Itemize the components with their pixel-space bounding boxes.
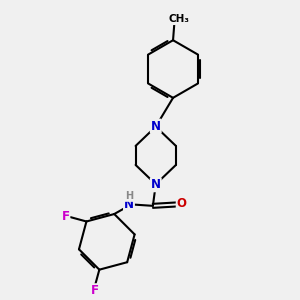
Text: N: N	[151, 120, 161, 133]
Text: N: N	[124, 198, 134, 211]
Text: H: H	[125, 191, 133, 201]
Text: F: F	[90, 284, 98, 297]
Text: CH₃: CH₃	[168, 14, 189, 24]
Text: F: F	[61, 210, 69, 223]
Text: N: N	[151, 178, 161, 191]
Text: O: O	[177, 197, 187, 210]
